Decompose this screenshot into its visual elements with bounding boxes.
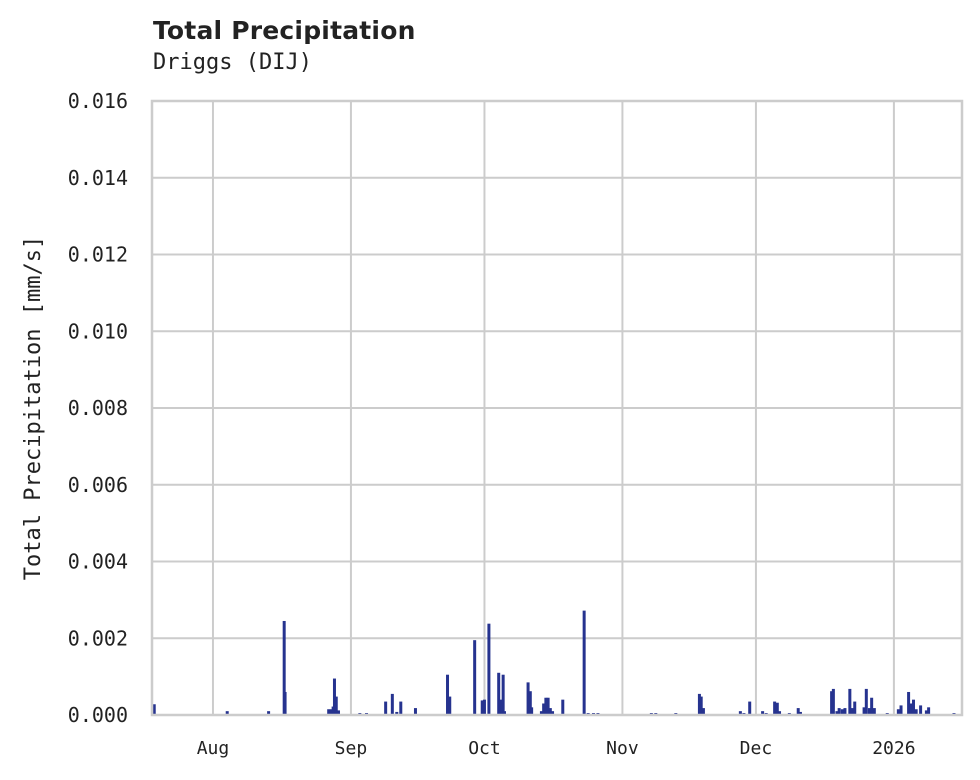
precip-bar bbox=[334, 696, 338, 715]
precip-bar bbox=[283, 691, 287, 715]
precip-bar bbox=[775, 702, 779, 715]
precip-bar bbox=[502, 711, 506, 715]
precip-bar bbox=[924, 710, 928, 715]
x-tick-label: Dec bbox=[740, 738, 773, 759]
precip-bar bbox=[830, 691, 834, 715]
precip-bar bbox=[867, 708, 871, 715]
plot-frame bbox=[150, 99, 964, 717]
x-tick-label: Oct bbox=[468, 738, 501, 759]
precip-bar bbox=[390, 693, 394, 715]
precip-bar bbox=[539, 711, 543, 715]
precip-bar bbox=[738, 711, 742, 715]
x-tick-label: 2026 bbox=[872, 738, 915, 759]
y-axis-ticks: 0.000 0.002 0.004 0.006 0.008 0.010 0.012 0.014… bbox=[68, 89, 128, 727]
precip-bar bbox=[480, 700, 484, 715]
precip-bar bbox=[546, 697, 550, 715]
precip-bar bbox=[395, 711, 399, 715]
precip-bar bbox=[864, 688, 868, 715]
precip-bar bbox=[699, 696, 703, 715]
precip-bar bbox=[542, 703, 546, 715]
precip-bar bbox=[329, 709, 333, 715]
grid-lines bbox=[152, 100, 962, 716]
precip-bar bbox=[870, 697, 874, 715]
precip-bar bbox=[837, 708, 841, 715]
precip-bar bbox=[848, 688, 852, 715]
precip-bar bbox=[497, 672, 501, 715]
y-tick-label: 0.014 bbox=[68, 166, 128, 190]
precip-bar bbox=[530, 707, 534, 715]
precip-bar bbox=[336, 710, 340, 715]
precip-bar bbox=[919, 705, 923, 715]
precip-bar bbox=[911, 699, 915, 715]
precip-bar bbox=[778, 711, 782, 715]
precip-bar bbox=[748, 701, 752, 715]
precip-bar bbox=[498, 699, 502, 715]
precip-bar bbox=[862, 707, 866, 715]
x-tick-label: Aug bbox=[197, 738, 230, 759]
y-tick-label: 0.000 bbox=[68, 703, 128, 727]
precip-bar bbox=[850, 708, 854, 715]
chart-title: Total Precipitation bbox=[153, 16, 416, 45]
x-axis-ticks: Aug Sep Oct Nov Dec 2026 bbox=[197, 738, 916, 759]
precip-bar bbox=[446, 674, 450, 715]
precip-bar bbox=[701, 708, 705, 715]
y-tick-label: 0.004 bbox=[68, 550, 128, 574]
precip-bar bbox=[448, 696, 452, 715]
precip-bar bbox=[899, 705, 903, 715]
precip-bar bbox=[896, 709, 900, 715]
precip-bar bbox=[914, 709, 918, 715]
precip-bar bbox=[267, 711, 271, 715]
precip-bar bbox=[831, 688, 835, 715]
precip-bar bbox=[225, 711, 229, 715]
y-tick-label: 0.002 bbox=[68, 626, 128, 650]
precip-bar bbox=[761, 711, 765, 715]
precip-bar bbox=[582, 610, 586, 715]
chart-subtitle: Driggs (DIJ) bbox=[153, 50, 312, 75]
precipitation-bars bbox=[152, 610, 956, 715]
precip-bar bbox=[482, 699, 486, 715]
precip-bar bbox=[872, 708, 876, 715]
precip-bar bbox=[399, 701, 403, 715]
precip-bar bbox=[927, 707, 931, 715]
y-tick-label: 0.006 bbox=[68, 473, 128, 497]
precip-bar bbox=[843, 708, 847, 715]
y-tick-label: 0.012 bbox=[68, 243, 128, 267]
precip-bar bbox=[544, 697, 548, 715]
precip-bar bbox=[501, 674, 505, 715]
precip-bar bbox=[551, 711, 555, 715]
precip-bar bbox=[152, 704, 156, 715]
precip-bar bbox=[413, 708, 417, 715]
precip-bar bbox=[327, 709, 331, 715]
y-axis-label: Total Precipitation [mm/s] bbox=[21, 236, 46, 580]
precip-bar bbox=[853, 701, 857, 715]
precip-bar bbox=[526, 682, 530, 715]
precip-bar bbox=[384, 701, 388, 715]
precip-bar bbox=[282, 620, 286, 715]
precip-bar bbox=[697, 693, 701, 715]
precip-bar bbox=[840, 709, 844, 715]
precip-bar bbox=[332, 678, 336, 715]
precip-bar bbox=[473, 640, 477, 715]
precip-bar bbox=[561, 699, 565, 715]
precip-bar bbox=[798, 711, 802, 715]
precip-bar bbox=[835, 711, 839, 715]
precip-bar bbox=[909, 703, 913, 715]
precip-bar bbox=[796, 708, 800, 715]
precip-bar bbox=[548, 708, 552, 715]
precip-bar bbox=[907, 691, 911, 715]
x-tick-label: Nov bbox=[606, 738, 639, 759]
y-tick-label: 0.016 bbox=[68, 89, 128, 113]
y-tick-label: 0.010 bbox=[68, 319, 128, 343]
y-tick-label: 0.008 bbox=[68, 396, 128, 420]
precip-bar bbox=[487, 623, 491, 715]
x-tick-label: Sep bbox=[335, 738, 368, 759]
precip-bar bbox=[528, 691, 532, 715]
precip-bar bbox=[773, 701, 777, 715]
